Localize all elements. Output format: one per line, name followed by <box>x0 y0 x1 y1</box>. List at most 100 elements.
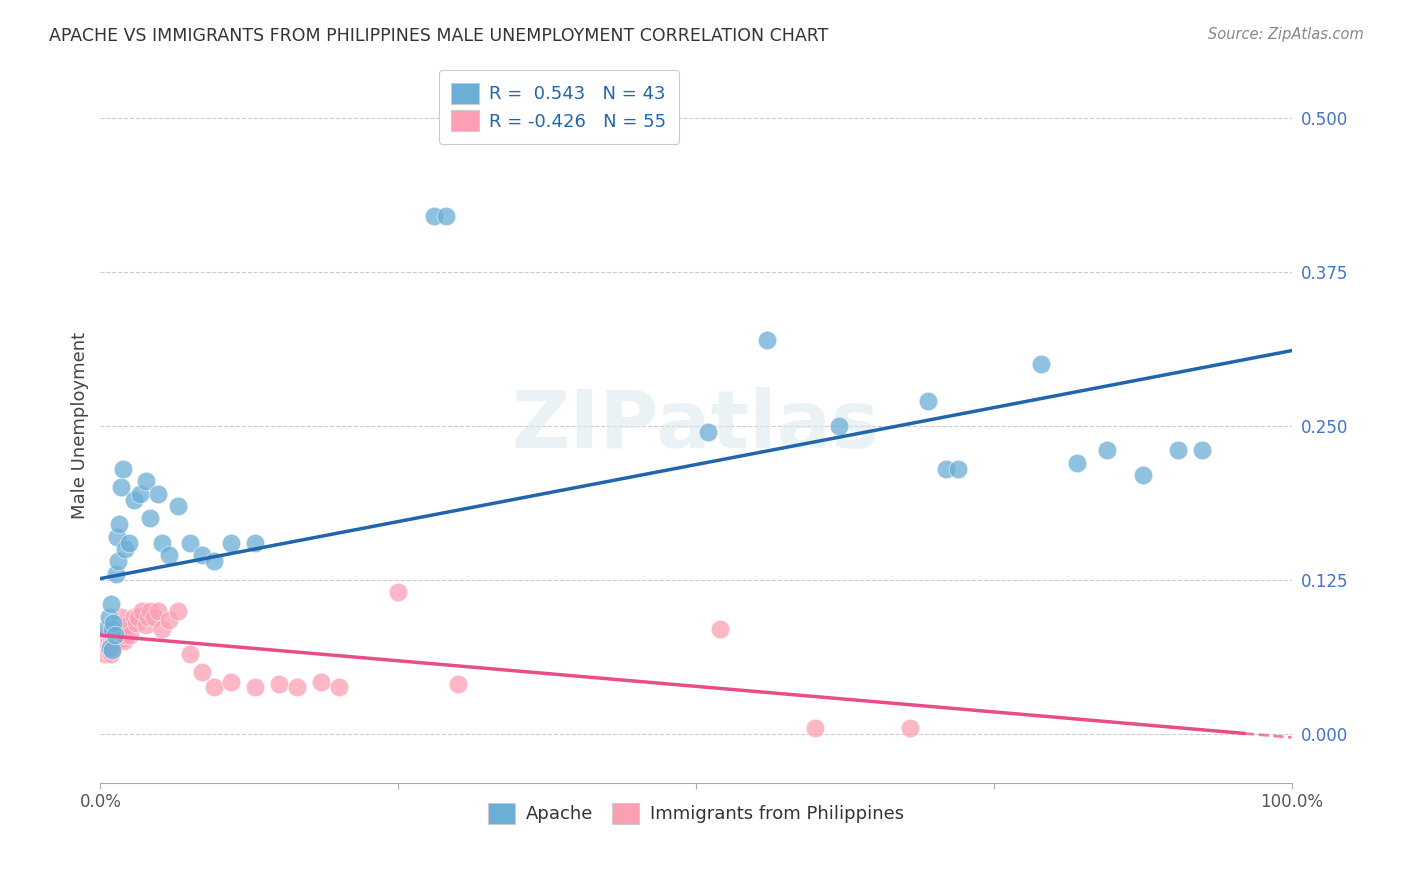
Point <box>108 517 131 532</box>
Point <box>128 486 150 500</box>
Point <box>900 721 922 735</box>
Point <box>96 640 118 655</box>
Point <box>103 634 125 648</box>
Point <box>100 647 122 661</box>
Point <box>97 609 120 624</box>
Point <box>202 554 225 568</box>
Point <box>96 628 118 642</box>
Point <box>98 640 121 655</box>
Point <box>114 628 136 642</box>
Point <box>179 647 201 661</box>
Point <box>94 647 117 661</box>
Point <box>111 631 134 645</box>
Point <box>135 618 157 632</box>
Point <box>101 643 124 657</box>
Point <box>139 511 162 525</box>
Point <box>97 634 120 648</box>
Point <box>125 615 148 630</box>
Point <box>935 462 957 476</box>
Point <box>136 609 159 624</box>
Point <box>114 541 136 556</box>
Point <box>166 604 188 618</box>
Point <box>146 604 169 618</box>
Point <box>1095 443 1118 458</box>
Point <box>101 622 124 636</box>
Text: APACHE VS IMMIGRANTS FROM PHILIPPINES MALE UNEMPLOYMENT CORRELATION CHART: APACHE VS IMMIGRANTS FROM PHILIPPINES MA… <box>49 27 828 45</box>
Point <box>98 638 121 652</box>
Point <box>1191 443 1213 458</box>
Point <box>122 609 145 624</box>
Point <box>118 536 141 550</box>
Point <box>146 486 169 500</box>
Point <box>202 680 225 694</box>
Point <box>804 721 827 735</box>
Point <box>447 677 470 691</box>
Point <box>96 628 118 642</box>
Text: Source: ZipAtlas.com: Source: ZipAtlas.com <box>1208 27 1364 42</box>
Point <box>96 622 118 636</box>
Point <box>101 643 124 657</box>
Point <box>387 585 409 599</box>
Point <box>139 604 162 618</box>
Point <box>108 618 131 632</box>
Point <box>104 566 127 581</box>
Point <box>131 604 153 618</box>
Point <box>709 622 731 636</box>
Point <box>122 492 145 507</box>
Point <box>179 536 201 550</box>
Point <box>127 609 149 624</box>
Point <box>98 628 121 642</box>
Point <box>190 665 212 680</box>
Point <box>97 643 120 657</box>
Point <box>1066 456 1088 470</box>
Text: ZIPatlas: ZIPatlas <box>512 387 880 465</box>
Point <box>150 536 173 550</box>
Point <box>159 548 181 562</box>
Point <box>107 625 129 640</box>
Point <box>143 609 166 624</box>
Point <box>104 622 127 636</box>
Point <box>112 634 135 648</box>
Point <box>94 638 117 652</box>
Point <box>110 609 132 624</box>
Point <box>105 634 128 648</box>
Point <box>150 622 173 636</box>
Legend: Apache, Immigrants from Philippines: Apache, Immigrants from Philippines <box>478 792 914 835</box>
Point <box>1031 357 1053 371</box>
Point <box>107 554 129 568</box>
Point <box>267 677 290 691</box>
Point <box>1167 443 1189 458</box>
Point <box>135 474 157 488</box>
Y-axis label: Male Unemployment: Male Unemployment <box>72 332 89 519</box>
Point <box>245 536 267 550</box>
Point <box>221 536 243 550</box>
Point <box>104 628 127 642</box>
Point <box>93 643 115 657</box>
Point <box>166 499 188 513</box>
Point <box>104 628 127 642</box>
Point <box>309 675 332 690</box>
Point <box>105 530 128 544</box>
Point <box>111 462 134 476</box>
Point <box>100 598 122 612</box>
Point <box>328 680 350 694</box>
Point <box>423 210 446 224</box>
Point <box>96 634 118 648</box>
Point <box>190 548 212 562</box>
Point <box>245 680 267 694</box>
Point <box>96 634 118 648</box>
Point <box>101 628 124 642</box>
Point <box>917 394 939 409</box>
Point <box>159 614 181 628</box>
Point <box>696 425 718 439</box>
Point <box>110 480 132 494</box>
Point <box>103 615 125 630</box>
Point <box>120 628 142 642</box>
Point <box>1132 468 1154 483</box>
Point <box>756 333 779 347</box>
Point <box>96 643 118 657</box>
Point <box>434 210 457 224</box>
Point <box>946 462 969 476</box>
Point <box>221 675 243 690</box>
Point <box>285 680 308 694</box>
